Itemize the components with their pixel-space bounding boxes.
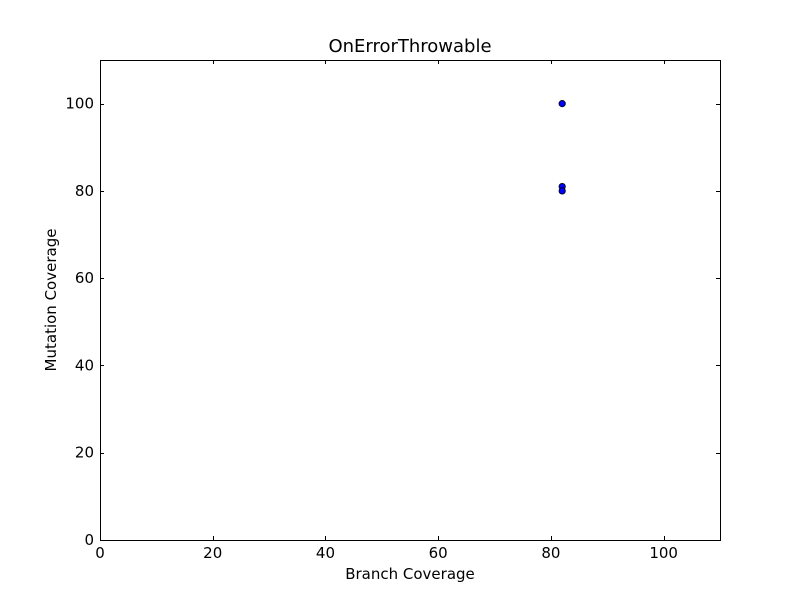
y-tick-label: 40 [75, 356, 94, 374]
data-points [558, 100, 566, 195]
data-point [558, 187, 566, 195]
x-tick-label: 20 [203, 544, 222, 562]
x-tick-label: 60 [429, 544, 448, 562]
y-tick-label: 80 [75, 182, 94, 200]
x-tick-label: 100 [649, 544, 678, 562]
y-tick-label: 20 [75, 444, 94, 462]
x-tick-label: 0 [95, 544, 105, 562]
chart-title: OnErrorThrowable [328, 36, 491, 57]
plot-area [100, 60, 721, 541]
y-tick-label: 60 [75, 269, 94, 287]
x-axis: 0 20 40 60 80 100 [95, 60, 678, 562]
x-tick-label: 40 [316, 544, 335, 562]
y-tick-label: 100 [65, 95, 94, 113]
x-tick-label: 80 [541, 544, 560, 562]
data-point [558, 100, 566, 108]
y-axis-label: Mutation Coverage [42, 229, 60, 372]
x-axis-label: Branch Coverage [345, 565, 475, 583]
y-tick-label: 0 [84, 531, 94, 549]
y-axis: 0 20 40 60 80 100 [65, 95, 720, 549]
